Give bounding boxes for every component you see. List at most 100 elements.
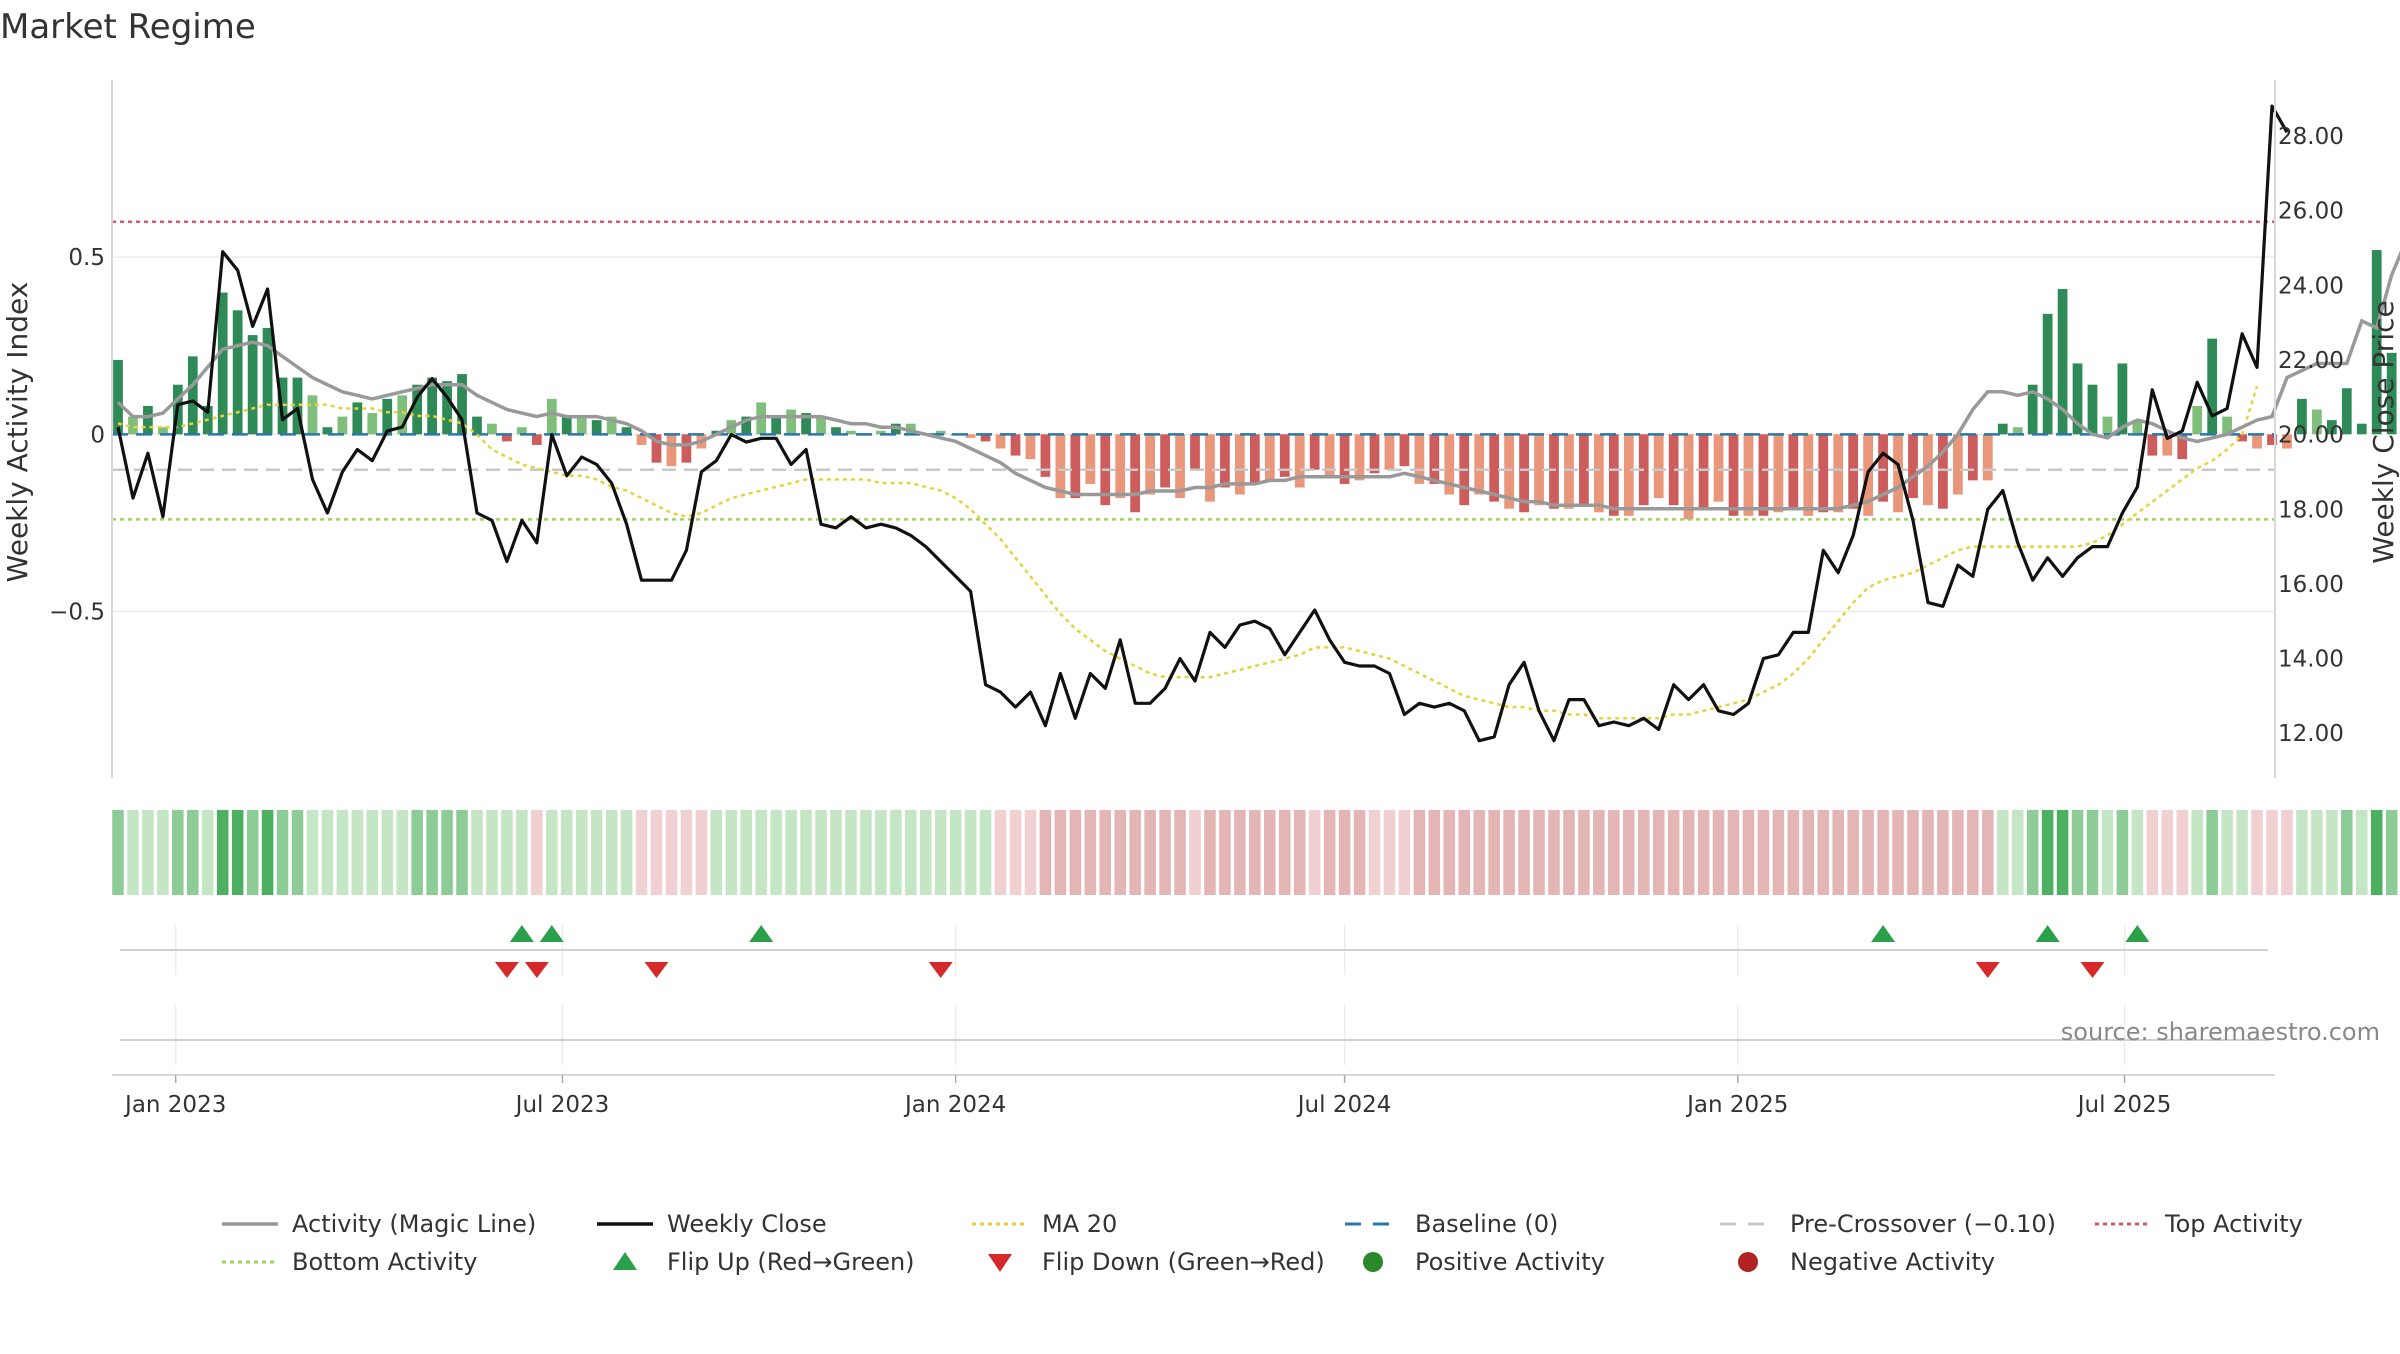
regime-cell — [949, 810, 962, 895]
regime-cell — [1234, 810, 1246, 895]
activity-bar — [2027, 384, 2038, 435]
regime-cell — [1353, 810, 1366, 895]
regime-cell — [426, 810, 438, 895]
activity-bar — [1279, 434, 1290, 477]
regime-cell — [905, 810, 917, 895]
regime-cell — [620, 810, 633, 895]
activity-bar — [2267, 434, 2277, 445]
regime-strip — [112, 810, 2398, 895]
regime-cell — [1533, 810, 1545, 895]
regime-cell — [471, 810, 483, 895]
regime-cell — [2131, 810, 2144, 895]
regime-cell — [201, 810, 214, 895]
series-lines — [116, 104, 2400, 743]
activity-bar — [1683, 434, 1694, 520]
regime-cell — [740, 810, 753, 895]
legend-label: MA 20 — [1042, 1210, 1117, 1238]
activity-bar — [2117, 363, 2128, 435]
right-tick-label: 22.00 — [2278, 348, 2344, 374]
activity-bar — [2162, 434, 2173, 456]
legend-item: Positive Activity — [1363, 1248, 1605, 1276]
regime-cell — [785, 810, 797, 895]
activity-bar — [1758, 434, 1769, 516]
legend-swatch — [1363, 1252, 1383, 1272]
activity-bar — [1773, 434, 1784, 513]
flip-down-marker — [1975, 962, 2000, 978]
activity-bar — [1474, 434, 1485, 495]
activity-bar — [1997, 423, 2008, 435]
regime-cell — [1009, 810, 1022, 895]
regime-cell — [1652, 810, 1665, 895]
activity-bar — [561, 416, 572, 435]
activity-bar — [801, 413, 811, 435]
legend-item: Bottom Activity — [222, 1248, 477, 1276]
regime-cell — [590, 810, 603, 895]
activity-bar — [2356, 423, 2367, 435]
regime-cell — [366, 810, 379, 895]
activity-bar — [1115, 434, 1126, 499]
regime-cell — [1907, 810, 1919, 895]
regime-cell — [1338, 810, 1351, 895]
legend-label: Pre-Crossover (−0.10) — [1790, 1210, 2056, 1238]
regime-cell — [1727, 810, 1740, 895]
activity-bar — [1579, 434, 1589, 506]
regime-cell — [1219, 810, 1231, 895]
activity-bar — [1264, 434, 1275, 481]
axes: 0.5 0 −0.5 28.00 26.00 24.00 22.00 20.00 18.00 16… — [49, 80, 2344, 778]
activity-bar — [1175, 434, 1185, 499]
activity-bar — [1085, 434, 1096, 484]
x-tick-label: Jan 2025 — [1685, 1092, 1788, 1118]
regime-cell — [2341, 810, 2353, 895]
regime-cell — [1847, 810, 1859, 895]
legend-swatch — [988, 1254, 1012, 1272]
regime-cell — [1159, 810, 1171, 895]
activity-bar — [651, 434, 662, 463]
regime-cell — [695, 810, 708, 895]
activity-bar — [2386, 352, 2397, 435]
x-tick-label: Jul 2025 — [2076, 1092, 2172, 1118]
regime-cell — [800, 810, 812, 895]
regime-cell — [2041, 810, 2054, 895]
activity-bar — [995, 434, 1006, 449]
left-tick-label: 0.5 — [68, 245, 105, 271]
activity-bar — [2237, 434, 2247, 442]
activity-bar — [681, 434, 692, 463]
activity-bar — [1354, 434, 1365, 481]
regime-cell — [1892, 810, 1904, 895]
activity-bar — [2207, 338, 2218, 435]
activity-bar — [1339, 434, 1350, 484]
activity-bar — [2341, 388, 2352, 435]
activity-bar — [457, 374, 467, 435]
flip-down-marker — [524, 962, 549, 978]
source-note: source: sharemaestro.com — [2061, 1018, 2380, 1046]
activity-bar — [786, 409, 797, 435]
activity-bar — [636, 434, 647, 445]
activity-bar — [217, 292, 228, 435]
regime-cell — [1503, 810, 1515, 895]
activity-bar — [1040, 434, 1051, 477]
regime-cell — [216, 810, 229, 895]
activity-bar — [1878, 434, 1888, 502]
activity-bar — [412, 384, 423, 435]
right-tick-label: 28.00 — [2278, 124, 2344, 150]
regime-cell — [187, 810, 199, 895]
activity-bar — [143, 405, 153, 435]
activity-bar — [1055, 434, 1066, 499]
regime-cell — [231, 810, 244, 895]
regime-cell — [1563, 810, 1575, 895]
magic-line — [116, 250, 2400, 511]
activity-bar — [1938, 434, 1948, 509]
activity-bar — [2177, 434, 2188, 460]
x-tick-label: Jul 2023 — [514, 1092, 610, 1118]
activity-bar — [1788, 434, 1799, 509]
regime-cell — [755, 810, 767, 895]
regime-cell — [1802, 810, 1815, 895]
legend-label: Weekly Close — [667, 1210, 827, 1238]
activity-bar — [2297, 398, 2307, 435]
activity-bar — [1220, 434, 1230, 488]
legend-label: Top Activity — [2164, 1210, 2303, 1238]
regime-cell — [2071, 810, 2084, 895]
activity-bar — [1369, 434, 1380, 474]
